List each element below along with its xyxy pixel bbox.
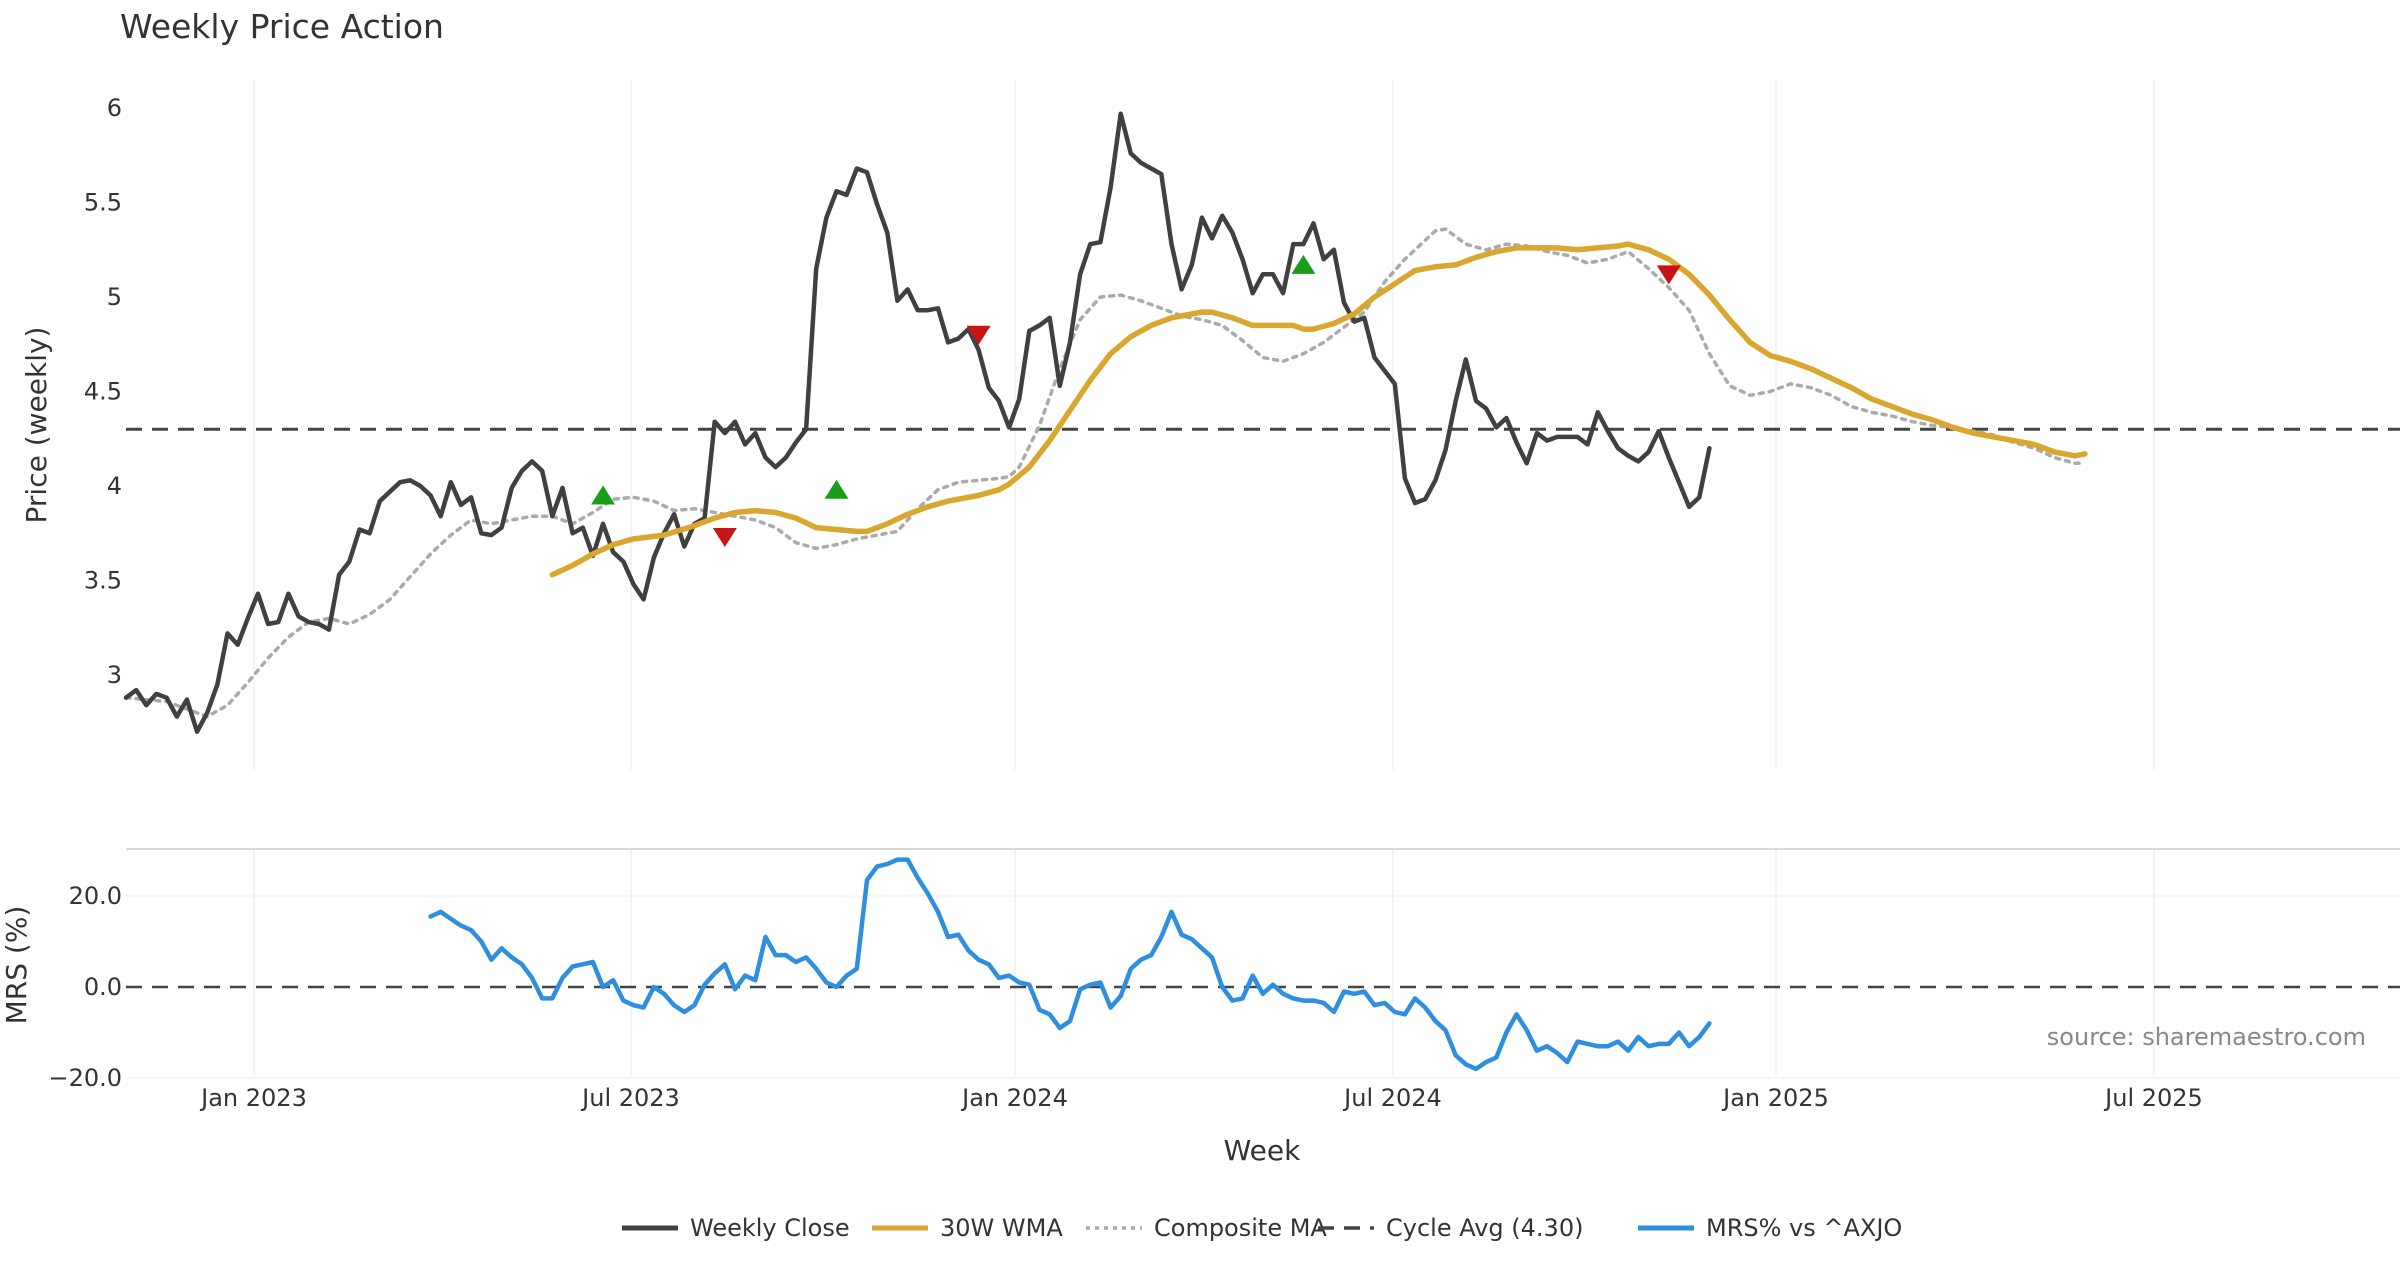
- legend-label-close: Weekly Close: [690, 1214, 850, 1242]
- chart-title: Weekly Price Action: [120, 7, 444, 46]
- price-y-ticks: 3 3.5 4 4.5 5 5.5 6: [84, 94, 122, 689]
- source-note: source: sharemaestro.com: [2047, 1023, 2366, 1051]
- price-y-tick-label: 6: [107, 94, 122, 122]
- weekly-close-line: [123, 111, 1712, 734]
- price-series: [123, 111, 2400, 734]
- price-y-tick-label: 5.5: [84, 189, 122, 217]
- mrs-y-tick-label: −20.0: [48, 1064, 122, 1092]
- buy-signal-marker: [824, 479, 849, 499]
- mrs-y-ticks: 20.0 0.0 −20.0: [48, 882, 122, 1092]
- x-axis-ticks: Jan 2023 Jul 2023 Jan 2024 Jul 2024 Jan 2025…: [199, 1084, 2203, 1112]
- buy-signal-marker: [1291, 254, 1316, 274]
- x-tick-label: Jan 2025: [1721, 1084, 1829, 1112]
- x-tick-label: Jul 2023: [580, 1084, 680, 1112]
- 30w-wma-line: [549, 241, 2088, 578]
- buy-signal-marker: [591, 485, 616, 505]
- price-y-tick-label: 4: [107, 472, 122, 500]
- price-grid: [253, 80, 2155, 770]
- x-tick-label: Jul 2024: [1342, 1084, 1442, 1112]
- legend-label-composite: Composite MA: [1154, 1214, 1327, 1242]
- x-tick-label: Jul 2025: [2103, 1084, 2203, 1112]
- mrs-y-tick-label: 20.0: [69, 882, 122, 910]
- sell-signal-marker: [1656, 265, 1681, 285]
- price-y-tick-label: 4.5: [84, 378, 122, 406]
- price-y-axis-label: Price (weekly): [20, 327, 53, 524]
- legend-label-wma: 30W WMA: [940, 1214, 1063, 1242]
- price-y-tick-label: 3.5: [84, 567, 122, 595]
- mrs-y-tick-label: 0.0: [84, 973, 122, 1001]
- price-y-tick-label: 3: [107, 661, 122, 689]
- legend-label-cycle: Cycle Avg (4.30): [1386, 1214, 1583, 1242]
- price-y-tick-label: 5: [107, 283, 122, 311]
- sell-signal-marker: [712, 528, 737, 548]
- composite-ma-line: [124, 227, 2087, 719]
- legend-label-mrs: MRS% vs ^AXJO: [1706, 1214, 1902, 1242]
- mrs-series: [126, 857, 2400, 1072]
- legend: Weekly Close 30W WMA Composite MA Cycle Avg…: [622, 1214, 1902, 1242]
- mrs-y-axis-label: MRS (%): [0, 906, 33, 1025]
- mrs-grid: [126, 848, 2400, 1079]
- x-tick-label: Jan 2024: [960, 1084, 1068, 1112]
- mrs-line: [428, 857, 1712, 1072]
- x-tick-label: Jan 2023: [199, 1084, 307, 1112]
- signal-markers: [591, 254, 1681, 548]
- x-axis-label: Week: [1224, 1134, 1301, 1167]
- sell-signal-marker: [966, 325, 991, 345]
